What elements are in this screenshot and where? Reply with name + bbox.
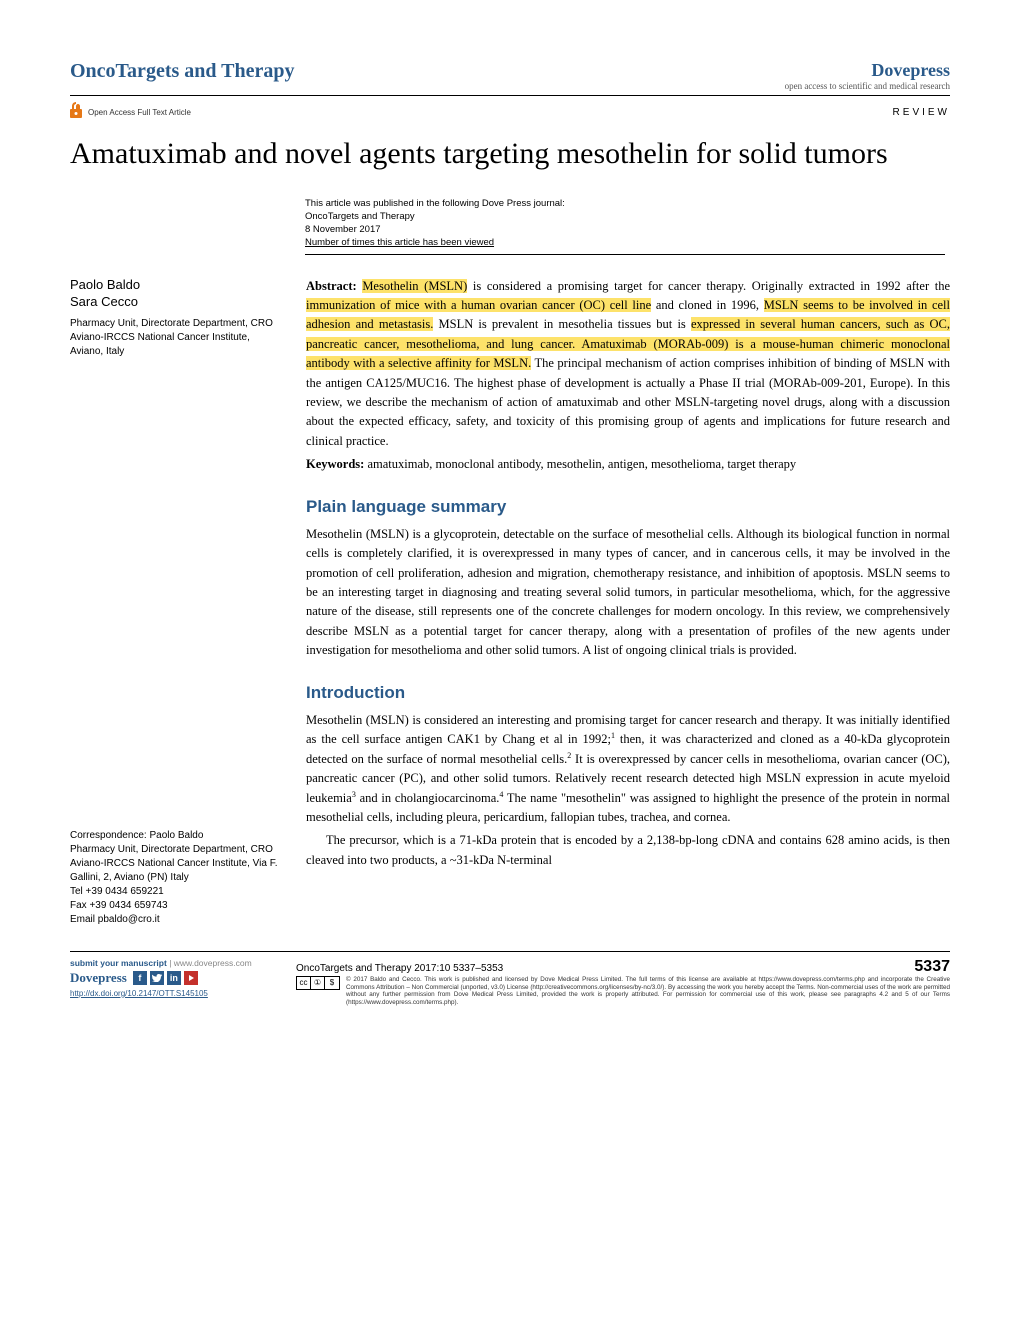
open-access-icon bbox=[70, 102, 82, 123]
summary-text: Mesothelin (MSLN) is a glycoprotein, det… bbox=[306, 525, 950, 661]
pub-line-3: 8 November 2017 bbox=[305, 223, 725, 236]
summary-heading: Plain language summary bbox=[306, 494, 950, 520]
twitter-icon[interactable] bbox=[150, 971, 164, 985]
publisher-tagline: open access to scientific and medical re… bbox=[785, 81, 950, 91]
doi-link[interactable]: http://dx.doi.org/10.2147/OTT.S145105 bbox=[70, 989, 290, 998]
submit-label: submit your manuscript bbox=[70, 958, 167, 968]
social-icons: f in bbox=[133, 971, 198, 985]
two-column-layout: Paolo Baldo Sara Cecco Pharmacy Unit, Di… bbox=[70, 277, 950, 927]
citation: OncoTargets and Therapy 2017:10 5337–535… bbox=[296, 963, 503, 974]
footer-dovepress-label: Dovepress bbox=[70, 970, 127, 986]
footer-center: OncoTargets and Therapy 2017:10 5337–535… bbox=[290, 958, 950, 1007]
publisher-logo: Dovepress bbox=[785, 60, 950, 81]
keywords-text: amatuximab, monoclonal antibody, mesothe… bbox=[364, 457, 796, 471]
open-access-label: Open Access Full Text Article bbox=[88, 108, 191, 117]
pub-views-link[interactable]: Number of times this article has been vi… bbox=[305, 236, 725, 249]
by-icon: ① bbox=[311, 977, 325, 989]
publication-info: This article was published in the follow… bbox=[305, 197, 725, 250]
abstract-label: Abstract: bbox=[306, 279, 357, 293]
submit-link[interactable]: submit your manuscript | www.dovepress.c… bbox=[70, 958, 290, 968]
footer-left: submit your manuscript | www.dovepress.c… bbox=[70, 958, 290, 998]
intro-heading: Introduction bbox=[306, 680, 950, 706]
right-column: Abstract: Mesothelin (MSLN) is considere… bbox=[306, 277, 950, 927]
article-title: Amatuximab and novel agents targeting me… bbox=[70, 135, 950, 173]
abs-t2: is considered a promising target for can… bbox=[467, 279, 950, 293]
header-row: OncoTargets and Therapy Dovepress open a… bbox=[70, 60, 950, 96]
page-number: 5337 bbox=[914, 958, 950, 976]
corr-line-5: Email pbaldo@cro.it bbox=[70, 913, 278, 927]
pub-line-1: This article was published in the follow… bbox=[305, 197, 725, 210]
article-type: REVIEW bbox=[893, 107, 950, 118]
keywords-label: Keywords: bbox=[306, 457, 364, 471]
corr-line-1: Correspondence: Paolo Baldo bbox=[70, 829, 278, 843]
divider bbox=[305, 254, 945, 255]
keywords-paragraph: Keywords: amatuximab, monoclonal antibod… bbox=[306, 455, 950, 474]
submit-url: | www.dovepress.com bbox=[167, 958, 252, 968]
highlight-2: immunization of mice with a human ovaria… bbox=[306, 298, 651, 312]
left-column: Paolo Baldo Sara Cecco Pharmacy Unit, Di… bbox=[70, 277, 278, 927]
corr-line-3: Tel +39 0434 659221 bbox=[70, 885, 278, 899]
open-access-row: Open Access Full Text Article REVIEW bbox=[70, 102, 950, 123]
pub-line-2: OncoTargets and Therapy bbox=[305, 210, 725, 223]
abs-t3: and cloned in 1996, bbox=[651, 298, 764, 312]
linkedin-icon[interactable]: in bbox=[167, 971, 181, 985]
footer-dovepress: Dovepress f in bbox=[70, 970, 290, 986]
highlight-1: Mesothelin (MSLN) bbox=[362, 279, 467, 293]
intro-p1: Mesothelin (MSLN) is considered an inter… bbox=[306, 711, 950, 828]
cc-badge: cc ① $ bbox=[296, 976, 340, 990]
facebook-icon[interactable]: f bbox=[133, 971, 147, 985]
corr-line-2: Pharmacy Unit, Directorate Department, C… bbox=[70, 843, 278, 885]
affiliation: Pharmacy Unit, Directorate Department, C… bbox=[70, 317, 278, 359]
publisher-block: Dovepress open access to scientific and … bbox=[785, 60, 950, 91]
license-text: © 2017 Baldo and Cecco. This work is pub… bbox=[346, 976, 950, 1007]
corr-line-4: Fax +39 0434 659743 bbox=[70, 899, 278, 913]
author-1: Paolo Baldo bbox=[70, 277, 278, 292]
abs-t4: MSLN is prevalent in mesothelia tissues … bbox=[433, 317, 691, 331]
youtube-icon[interactable] bbox=[184, 971, 198, 985]
open-access-left: Open Access Full Text Article bbox=[70, 102, 191, 123]
nc-icon: $ bbox=[325, 977, 339, 989]
author-2: Sara Cecco bbox=[70, 294, 278, 309]
abstract-paragraph: Abstract: Mesothelin (MSLN) is considere… bbox=[306, 277, 950, 451]
journal-name: OncoTargets and Therapy bbox=[70, 60, 294, 83]
footer: submit your manuscript | www.dovepress.c… bbox=[70, 951, 950, 1007]
page: OncoTargets and Therapy Dovepress open a… bbox=[0, 0, 1020, 1320]
intro-p2: The precursor, which is a 71-kDa protein… bbox=[306, 831, 950, 870]
license-row: cc ① $ © 2017 Baldo and Cecco. This work… bbox=[296, 976, 950, 1007]
intro-p1d: and in cholangiocarcinoma. bbox=[356, 791, 500, 805]
cc-icon: cc bbox=[297, 977, 311, 989]
correspondence-block: Correspondence: Paolo Baldo Pharmacy Uni… bbox=[70, 829, 278, 927]
